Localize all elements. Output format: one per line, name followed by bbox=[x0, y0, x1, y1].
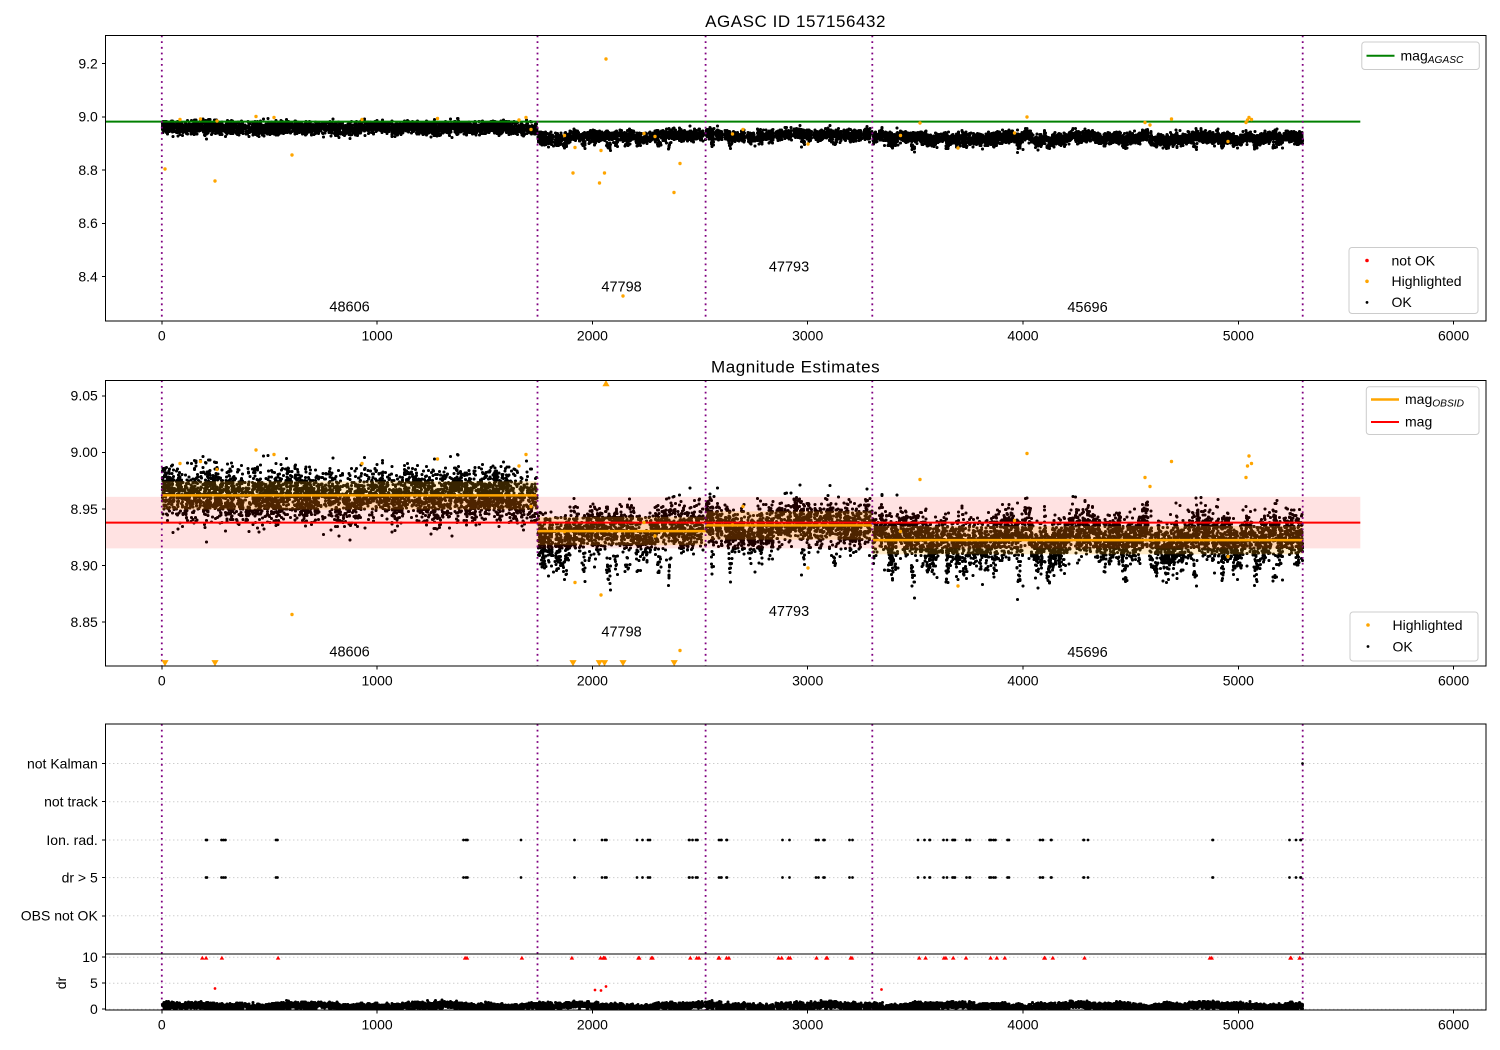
svg-text:OBS not OK: OBS not OK bbox=[21, 908, 99, 924]
svg-text:dr > 5: dr > 5 bbox=[62, 869, 98, 885]
svg-text:48606: 48606 bbox=[329, 644, 369, 660]
svg-text:8.85: 8.85 bbox=[71, 614, 98, 630]
svg-text:3000: 3000 bbox=[792, 328, 823, 344]
svg-text:0: 0 bbox=[158, 672, 166, 688]
svg-text:45696: 45696 bbox=[1067, 645, 1107, 661]
svg-text:5000: 5000 bbox=[1223, 672, 1254, 688]
svg-text:48606: 48606 bbox=[329, 300, 369, 316]
svg-text:45696: 45696 bbox=[1067, 300, 1107, 316]
svg-text:not OK: not OK bbox=[1392, 252, 1436, 268]
svg-text:10: 10 bbox=[82, 949, 98, 965]
svg-text:9.2: 9.2 bbox=[78, 55, 98, 71]
svg-text:47793: 47793 bbox=[769, 260, 809, 276]
svg-text:Magnitude Estimates: Magnitude Estimates bbox=[711, 358, 880, 377]
svg-text:9.0: 9.0 bbox=[78, 109, 98, 125]
svg-text:OK: OK bbox=[1393, 638, 1414, 654]
svg-text:0: 0 bbox=[158, 1017, 166, 1033]
svg-text:2000: 2000 bbox=[577, 672, 608, 688]
svg-text:6000: 6000 bbox=[1438, 672, 1469, 688]
svg-text:1000: 1000 bbox=[362, 672, 393, 688]
svg-text:2000: 2000 bbox=[577, 1017, 608, 1033]
svg-text:not Kalman: not Kalman bbox=[27, 755, 98, 771]
svg-text:3000: 3000 bbox=[792, 672, 823, 688]
svg-text:47793: 47793 bbox=[769, 604, 809, 620]
svg-text:0: 0 bbox=[90, 1001, 98, 1017]
svg-text:not track: not track bbox=[44, 794, 99, 810]
svg-text:8.8: 8.8 bbox=[78, 162, 98, 178]
svg-text:4000: 4000 bbox=[1007, 672, 1038, 688]
svg-text:4000: 4000 bbox=[1007, 1017, 1038, 1033]
svg-text:0: 0 bbox=[158, 328, 166, 344]
svg-text:dr: dr bbox=[53, 976, 69, 989]
svg-text:9.00: 9.00 bbox=[71, 444, 98, 460]
svg-text:8.90: 8.90 bbox=[71, 557, 98, 573]
svg-text:4000: 4000 bbox=[1007, 328, 1038, 344]
svg-text:3000: 3000 bbox=[792, 1017, 823, 1033]
svg-text:6000: 6000 bbox=[1438, 1017, 1469, 1033]
svg-text:Ion. rad.: Ion. rad. bbox=[46, 832, 97, 848]
svg-text:5000: 5000 bbox=[1223, 328, 1254, 344]
svg-text:8.4: 8.4 bbox=[78, 269, 98, 285]
svg-text:2000: 2000 bbox=[577, 328, 608, 344]
svg-text:5: 5 bbox=[90, 975, 98, 991]
svg-text:Highlighted: Highlighted bbox=[1392, 273, 1462, 289]
svg-text:47798: 47798 bbox=[601, 624, 641, 640]
svg-text:Highlighted: Highlighted bbox=[1393, 617, 1463, 633]
svg-text:OK: OK bbox=[1392, 294, 1413, 310]
svg-text:8.6: 8.6 bbox=[78, 215, 98, 231]
svg-text:9.05: 9.05 bbox=[71, 388, 98, 404]
svg-text:5000: 5000 bbox=[1223, 1017, 1254, 1033]
svg-text:AGASC ID 157156432: AGASC ID 157156432 bbox=[705, 12, 886, 31]
svg-text:mag: mag bbox=[1405, 414, 1432, 430]
svg-text:6000: 6000 bbox=[1438, 328, 1469, 344]
svg-text:1000: 1000 bbox=[362, 328, 393, 344]
svg-text:47798: 47798 bbox=[601, 280, 641, 296]
svg-text:1000: 1000 bbox=[362, 1017, 393, 1033]
svg-text:8.95: 8.95 bbox=[71, 501, 98, 517]
